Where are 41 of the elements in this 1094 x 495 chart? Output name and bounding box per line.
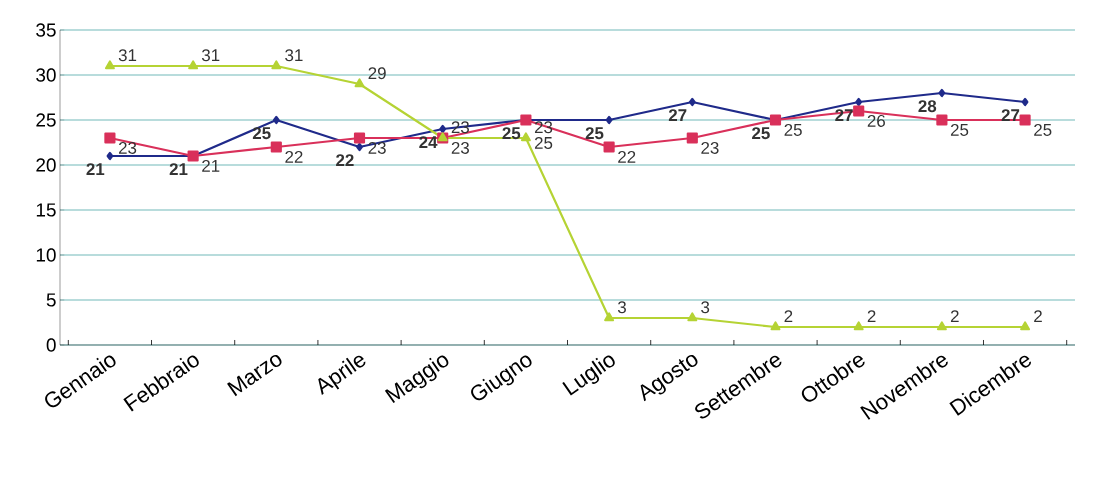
data-label: 21 <box>86 163 105 176</box>
data-label: 3 <box>617 301 626 314</box>
data-label: 26 <box>867 114 885 127</box>
data-label: 28 <box>918 100 937 113</box>
data-label: 25 <box>784 123 802 136</box>
data-label: 2 <box>867 310 876 323</box>
data-label: 2 <box>950 310 959 323</box>
y-tick-label: 15 <box>36 203 56 217</box>
data-label: 31 <box>118 49 137 62</box>
data-label: 2 <box>1034 310 1042 323</box>
data-label: 22 <box>336 154 354 167</box>
y-tick-label: 10 <box>36 248 56 262</box>
data-label: 25 <box>502 127 521 140</box>
y-tick-label: 20 <box>36 158 56 172</box>
data-label: 22 <box>285 150 303 163</box>
data-label: 25 <box>585 127 604 140</box>
data-label: 25 <box>1034 123 1052 136</box>
data-label: 23 <box>118 141 137 154</box>
data-label: 31 <box>201 49 220 62</box>
data-label: 23 <box>701 141 719 154</box>
y-tick-label: 5 <box>46 293 56 307</box>
data-label: 22 <box>618 150 636 163</box>
data-label: 25 <box>252 127 271 140</box>
y-tick-label: 30 <box>36 68 56 82</box>
data-label: 25 <box>534 136 553 149</box>
data-label: 24 <box>419 136 438 149</box>
data-label: 27 <box>1001 109 1020 122</box>
data-label: 25 <box>752 127 770 140</box>
y-tick-label: 25 <box>36 113 56 127</box>
data-label: 21 <box>169 163 188 176</box>
y-tick-label: 35 <box>36 23 56 37</box>
data-label: 2 <box>784 310 793 323</box>
data-label: 21 <box>202 159 220 172</box>
data-label: 23 <box>368 141 386 154</box>
data-label: 3 <box>701 301 710 314</box>
data-label: 23 <box>451 141 469 154</box>
data-label: 31 <box>285 49 303 62</box>
y-tick-label: 0 <box>46 338 56 352</box>
data-label: 29 <box>368 67 386 80</box>
data-label: 25 <box>950 123 969 136</box>
data-label: 27 <box>668 109 687 122</box>
